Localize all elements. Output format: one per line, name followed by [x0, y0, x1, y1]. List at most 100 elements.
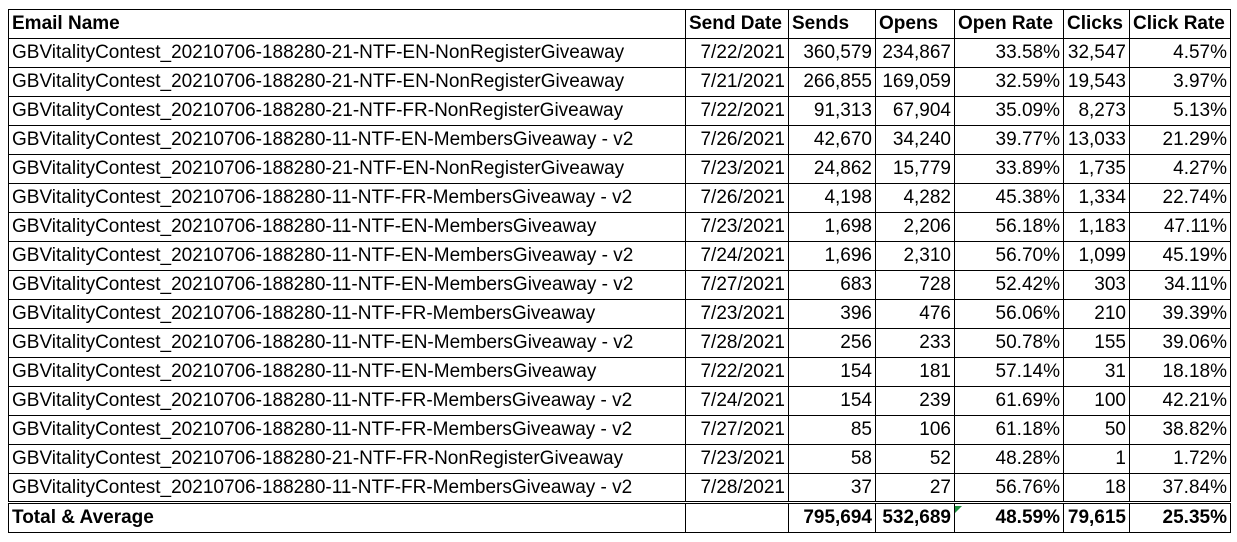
cell-email-name[interactable]: GBVitalityContest_20210706-188280-11-NTF… — [8, 473, 686, 503]
header-email-name[interactable]: Email Name — [8, 9, 686, 39]
cell-sends[interactable]: 1,696 — [788, 241, 876, 271]
cell-email-name[interactable]: GBVitalityContest_20210706-188280-21-NTF… — [8, 67, 686, 97]
cell-click-rate[interactable]: 21.29% — [1129, 125, 1231, 155]
cell-sends[interactable]: 42,670 — [788, 125, 876, 155]
cell-send-date[interactable]: 7/23/2021 — [685, 299, 789, 329]
cell-opens[interactable]: 233 — [875, 328, 955, 358]
cell-send-date[interactable]: 7/22/2021 — [685, 96, 789, 126]
cell-click-rate[interactable]: 4.27% — [1129, 154, 1231, 184]
cell-click-rate[interactable]: 18.18% — [1129, 357, 1231, 387]
cell-click-rate[interactable]: 39.06% — [1129, 328, 1231, 358]
cell-click-rate[interactable]: 1.72% — [1129, 444, 1231, 474]
cell-email-name[interactable]: GBVitalityContest_20210706-188280-11-NTF… — [8, 386, 686, 416]
cell-sends[interactable]: 85 — [788, 415, 876, 445]
total-label[interactable]: Total & Average — [8, 501, 686, 533]
cell-clicks[interactable]: 18 — [1063, 473, 1130, 503]
cell-email-name[interactable]: GBVitalityContest_20210706-188280-11-NTF… — [8, 183, 686, 213]
total-sends[interactable]: 795,694 — [788, 501, 876, 533]
cell-sends[interactable]: 256 — [788, 328, 876, 358]
cell-clicks[interactable]: 1,099 — [1063, 241, 1130, 271]
cell-open-rate[interactable]: 56.76% — [954, 473, 1064, 503]
cell-open-rate[interactable]: 45.38% — [954, 183, 1064, 213]
cell-sends[interactable]: 266,855 — [788, 67, 876, 97]
cell-clicks[interactable]: 1,735 — [1063, 154, 1130, 184]
cell-opens[interactable]: 239 — [875, 386, 955, 416]
cell-send-date[interactable]: 7/23/2021 — [685, 444, 789, 474]
cell-send-date[interactable]: 7/27/2021 — [685, 415, 789, 445]
cell-email-name[interactable]: GBVitalityContest_20210706-188280-11-NTF… — [8, 357, 686, 387]
header-send-date[interactable]: Send Date — [685, 9, 789, 39]
cell-clicks[interactable]: 100 — [1063, 386, 1130, 416]
cell-clicks[interactable]: 1,334 — [1063, 183, 1130, 213]
cell-send-date[interactable]: 7/23/2021 — [685, 212, 789, 242]
cell-send-date[interactable]: 7/24/2021 — [685, 386, 789, 416]
cell-opens[interactable]: 27 — [875, 473, 955, 503]
cell-sends[interactable]: 58 — [788, 444, 876, 474]
cell-open-rate[interactable]: 39.77% — [954, 125, 1064, 155]
cell-clicks[interactable]: 1 — [1063, 444, 1130, 474]
total-clicks[interactable]: 79,615 — [1063, 501, 1130, 533]
cell-email-name[interactable]: GBVitalityContest_20210706-188280-11-NTF… — [8, 125, 686, 155]
cell-click-rate[interactable]: 42.21% — [1129, 386, 1231, 416]
cell-click-rate[interactable]: 5.13% — [1129, 96, 1231, 126]
cell-opens[interactable]: 476 — [875, 299, 955, 329]
cell-clicks[interactable]: 210 — [1063, 299, 1130, 329]
cell-send-date[interactable]: 7/28/2021 — [685, 328, 789, 358]
average-open-rate[interactable]: 48.59% — [954, 501, 1064, 533]
cell-click-rate[interactable]: 34.11% — [1129, 270, 1231, 300]
cell-send-date[interactable]: 7/27/2021 — [685, 270, 789, 300]
cell-email-name[interactable]: GBVitalityContest_20210706-188280-21-NTF… — [8, 38, 686, 68]
cell-email-name[interactable]: GBVitalityContest_20210706-188280-11-NTF… — [8, 212, 686, 242]
cell-click-rate[interactable]: 37.84% — [1129, 473, 1231, 503]
cell-clicks[interactable]: 19,543 — [1063, 67, 1130, 97]
cell-email-name[interactable]: GBVitalityContest_20210706-188280-11-NTF… — [8, 241, 686, 271]
cell-send-date[interactable]: 7/22/2021 — [685, 38, 789, 68]
cell-send-date[interactable]: 7/21/2021 — [685, 67, 789, 97]
cell-open-rate[interactable]: 33.89% — [954, 154, 1064, 184]
cell-open-rate[interactable]: 56.06% — [954, 299, 1064, 329]
cell-opens[interactable]: 34,240 — [875, 125, 955, 155]
cell-send-date[interactable]: 7/22/2021 — [685, 357, 789, 387]
cell-email-name[interactable]: GBVitalityContest_20210706-188280-11-NTF… — [8, 415, 686, 445]
cell-clicks[interactable]: 303 — [1063, 270, 1130, 300]
total-opens[interactable]: 532,689 — [875, 501, 955, 533]
cell-open-rate[interactable]: 33.58% — [954, 38, 1064, 68]
cell-send-date[interactable]: 7/28/2021 — [685, 473, 789, 503]
cell-clicks[interactable]: 13,033 — [1063, 125, 1130, 155]
cell-open-rate[interactable]: 50.78% — [954, 328, 1064, 358]
cell-opens[interactable]: 4,282 — [875, 183, 955, 213]
cell-open-rate[interactable]: 56.18% — [954, 212, 1064, 242]
average-click-rate[interactable]: 25.35% — [1129, 501, 1231, 533]
cell-email-name[interactable]: GBVitalityContest_20210706-188280-11-NTF… — [8, 328, 686, 358]
cell-opens[interactable]: 169,059 — [875, 67, 955, 97]
cell-click-rate[interactable]: 45.19% — [1129, 241, 1231, 271]
cell-clicks[interactable]: 155 — [1063, 328, 1130, 358]
header-sends[interactable]: Sends — [788, 9, 876, 39]
header-open-rate[interactable]: Open Rate — [954, 9, 1064, 39]
cell-opens[interactable]: 52 — [875, 444, 955, 474]
cell-open-rate[interactable]: 61.18% — [954, 415, 1064, 445]
cell-opens[interactable]: 2,206 — [875, 212, 955, 242]
cell-sends[interactable]: 683 — [788, 270, 876, 300]
cell-click-rate[interactable]: 39.39% — [1129, 299, 1231, 329]
cell-clicks[interactable]: 31 — [1063, 357, 1130, 387]
cell-send-date[interactable]: 7/24/2021 — [685, 241, 789, 271]
cell-opens[interactable]: 2,310 — [875, 241, 955, 271]
cell-click-rate[interactable]: 22.74% — [1129, 183, 1231, 213]
cell-open-rate[interactable]: 32.59% — [954, 67, 1064, 97]
cell-email-name[interactable]: GBVitalityContest_20210706-188280-21-NTF… — [8, 444, 686, 474]
cell-send-date[interactable]: 7/23/2021 — [685, 154, 789, 184]
header-clicks[interactable]: Clicks — [1063, 9, 1130, 39]
cell-sends[interactable]: 91,313 — [788, 96, 876, 126]
cell-sends[interactable]: 154 — [788, 357, 876, 387]
cell-sends[interactable]: 360,579 — [788, 38, 876, 68]
cell-sends[interactable]: 396 — [788, 299, 876, 329]
cell-send-date[interactable]: 7/26/2021 — [685, 183, 789, 213]
cell-click-rate[interactable]: 3.97% — [1129, 67, 1231, 97]
cell-click-rate[interactable]: 38.82% — [1129, 415, 1231, 445]
cell-opens[interactable]: 234,867 — [875, 38, 955, 68]
cell-email-name[interactable]: GBVitalityContest_20210706-188280-21-NTF… — [8, 154, 686, 184]
cell-opens[interactable]: 106 — [875, 415, 955, 445]
cell-open-rate[interactable]: 35.09% — [954, 96, 1064, 126]
cell-opens[interactable]: 67,904 — [875, 96, 955, 126]
